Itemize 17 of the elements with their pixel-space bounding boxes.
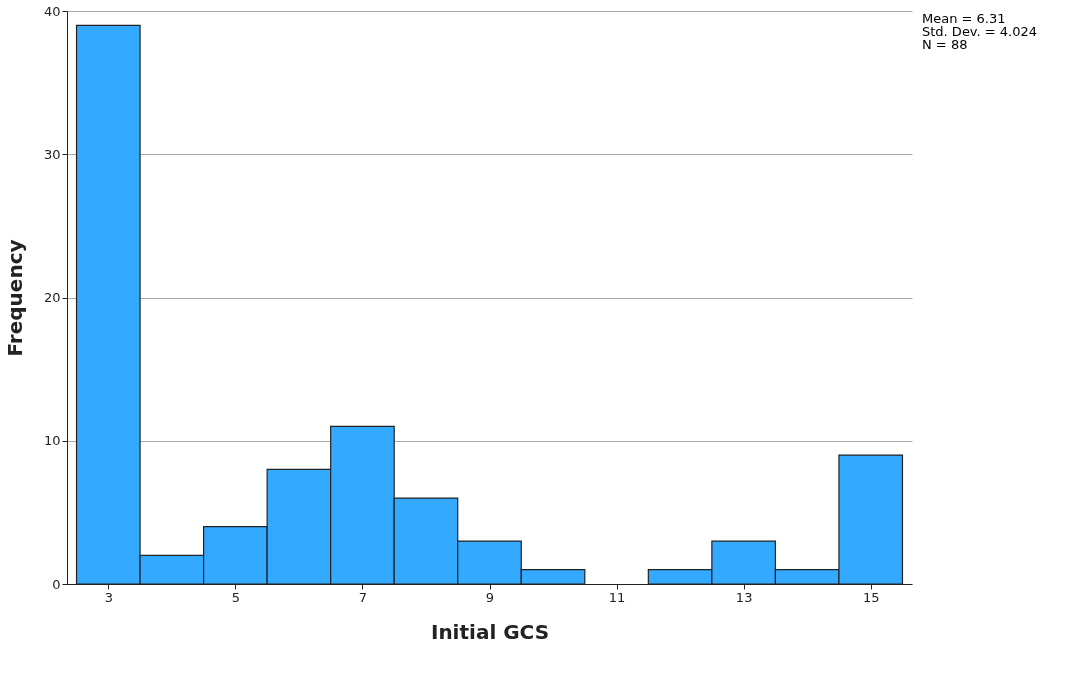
text: Mean = 6.31 [922, 11, 1006, 26]
y-tick-label: 10 [43, 433, 61, 449]
y-tick-label: 40 [43, 3, 61, 19]
y-tick-label: 0 [52, 576, 61, 592]
text: Std. Dev. = 4.024 [922, 24, 1038, 39]
x-tick-label: 7 [358, 589, 368, 605]
x-axis-title: Initial GCS [430, 619, 550, 644]
y-tick-label: 30 [43, 146, 61, 162]
x-tick-label: 13 [735, 589, 753, 605]
x-tick-label: 11 [608, 589, 626, 605]
x-tick-label: 5 [231, 589, 241, 605]
text: N = 88 [922, 37, 968, 52]
x-tick-label: 9 [485, 589, 495, 605]
y-axis-title: Frequency [2, 239, 27, 357]
x-tick-label: 3 [104, 589, 113, 605]
y-tick-label: 20 [43, 290, 61, 305]
x-tick-label: 15 [862, 589, 880, 605]
